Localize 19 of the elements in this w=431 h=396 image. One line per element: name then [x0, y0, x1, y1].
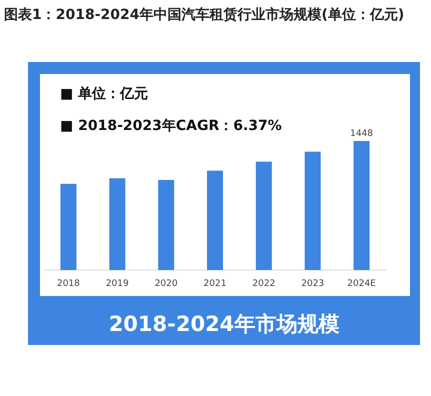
bar	[256, 162, 272, 270]
bar	[304, 152, 321, 270]
x-tick-label: 2021	[204, 279, 226, 289]
x-tick-label: 2018	[56, 279, 80, 289]
bar	[109, 178, 126, 270]
text: 2018-2024年市场规模	[108, 312, 340, 336]
x-tick-label: 2023	[301, 279, 324, 289]
x-tick-label: 2020	[154, 279, 178, 289]
x-tick-label: 2022	[252, 279, 276, 289]
chart-title: 图表1：2018-2024年中国汽车租赁行业市场规模(单位：亿元)	[4, 6, 406, 25]
bar	[158, 180, 174, 270]
data-label: 1448	[350, 129, 374, 139]
bar	[60, 184, 76, 270]
x-tick-label: 2024E	[347, 279, 376, 289]
bar	[207, 170, 223, 270]
x-tick-label: 2019	[106, 279, 130, 289]
bar	[354, 141, 370, 270]
text: ■ 单位：亿元	[60, 86, 148, 102]
text: ■ 2018-2023年CAGR：6.37%	[60, 118, 282, 134]
